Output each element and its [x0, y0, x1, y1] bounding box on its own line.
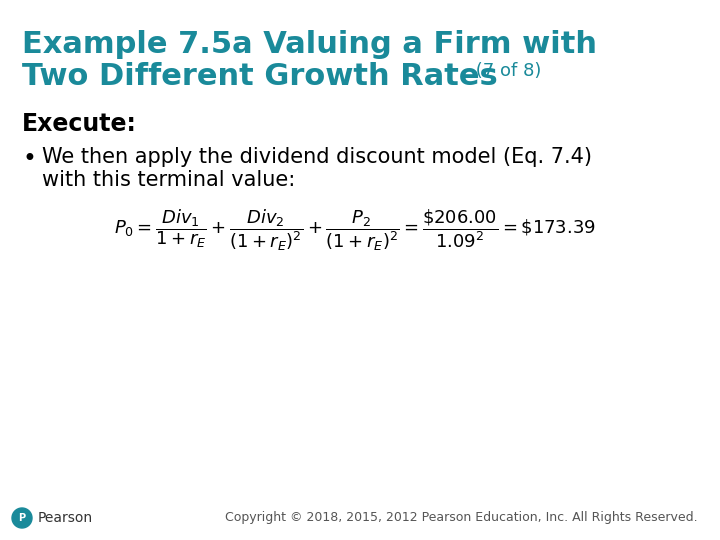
- Text: •: •: [22, 147, 36, 171]
- Text: We then apply the dividend discount model (Eq. 7.4): We then apply the dividend discount mode…: [42, 147, 592, 167]
- Text: Pearson: Pearson: [38, 511, 93, 525]
- Text: with this terminal value:: with this terminal value:: [42, 170, 295, 190]
- Text: Two Different Growth Rates: Two Different Growth Rates: [22, 62, 498, 91]
- Text: Execute:: Execute:: [22, 112, 137, 136]
- Text: P: P: [19, 513, 26, 523]
- Text: (7 of 8): (7 of 8): [470, 62, 541, 80]
- Text: Copyright © 2018, 2015, 2012 Pearson Education, Inc. All Rights Reserved.: Copyright © 2018, 2015, 2012 Pearson Edu…: [225, 511, 698, 524]
- Text: $P_0 = \dfrac{Div_1}{1+r_E} + \dfrac{Div_2}{(1+r_E)^2} + \dfrac{P_2}{(1+r_E)^2} : $P_0 = \dfrac{Div_1}{1+r_E} + \dfrac{Div…: [114, 207, 596, 253]
- Circle shape: [12, 508, 32, 528]
- Text: Example 7.5a Valuing a Firm with: Example 7.5a Valuing a Firm with: [22, 30, 597, 59]
